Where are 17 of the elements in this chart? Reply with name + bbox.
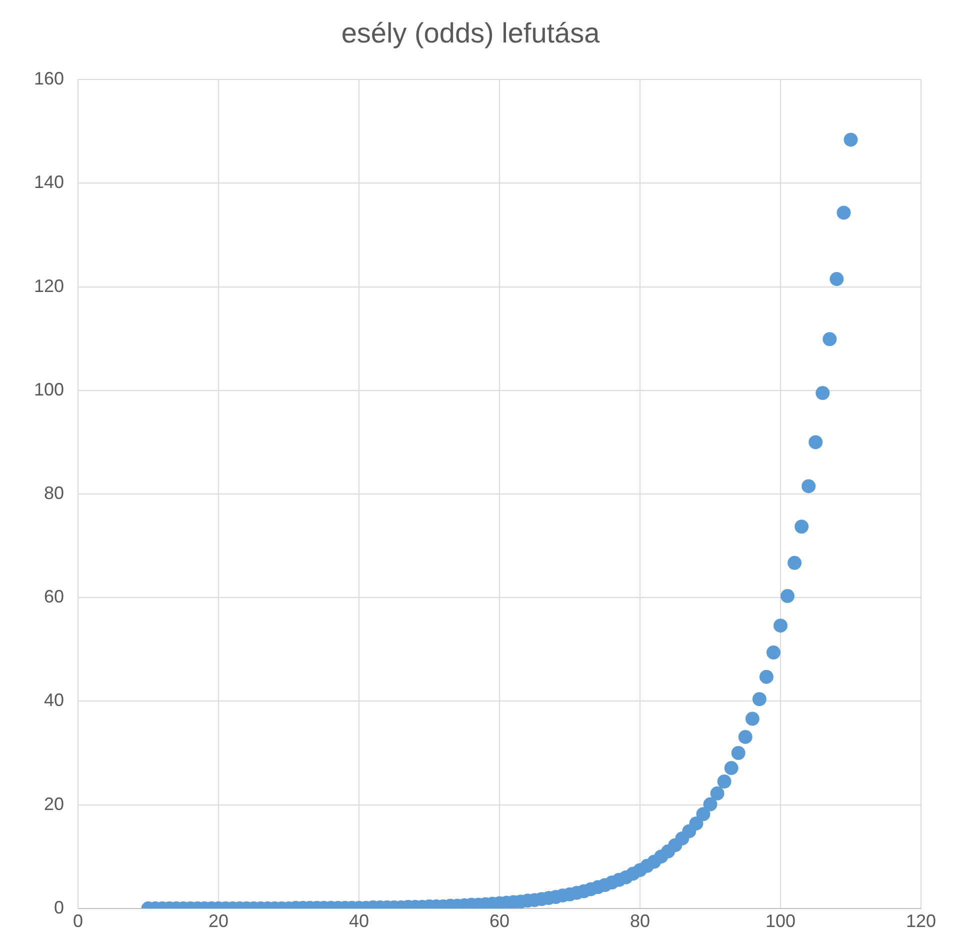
- y-tick-label: 120: [34, 276, 64, 296]
- y-tick-label: 20: [44, 794, 64, 814]
- x-tick-label: 120: [906, 911, 936, 932]
- chart-title: esély (odds) lefutása: [341, 18, 600, 49]
- y-tick-label: 160: [34, 68, 64, 89]
- y-tick-label: 80: [44, 482, 64, 503]
- x-tick-label: 80: [630, 911, 650, 932]
- y-tick-label: 60: [44, 586, 64, 607]
- y-tick-label: 0: [54, 897, 64, 918]
- y-tick-label: 40: [44, 690, 64, 710]
- y-tick-label: 100: [34, 379, 64, 400]
- x-tick-label: 100: [765, 911, 796, 932]
- y-tick-label: 140: [34, 172, 64, 192]
- x-tick-label: 60: [490, 911, 510, 932]
- x-tick-label: 40: [349, 911, 370, 932]
- x-tick-label: 20: [208, 911, 229, 932]
- x-tick-label: 0: [73, 911, 84, 932]
